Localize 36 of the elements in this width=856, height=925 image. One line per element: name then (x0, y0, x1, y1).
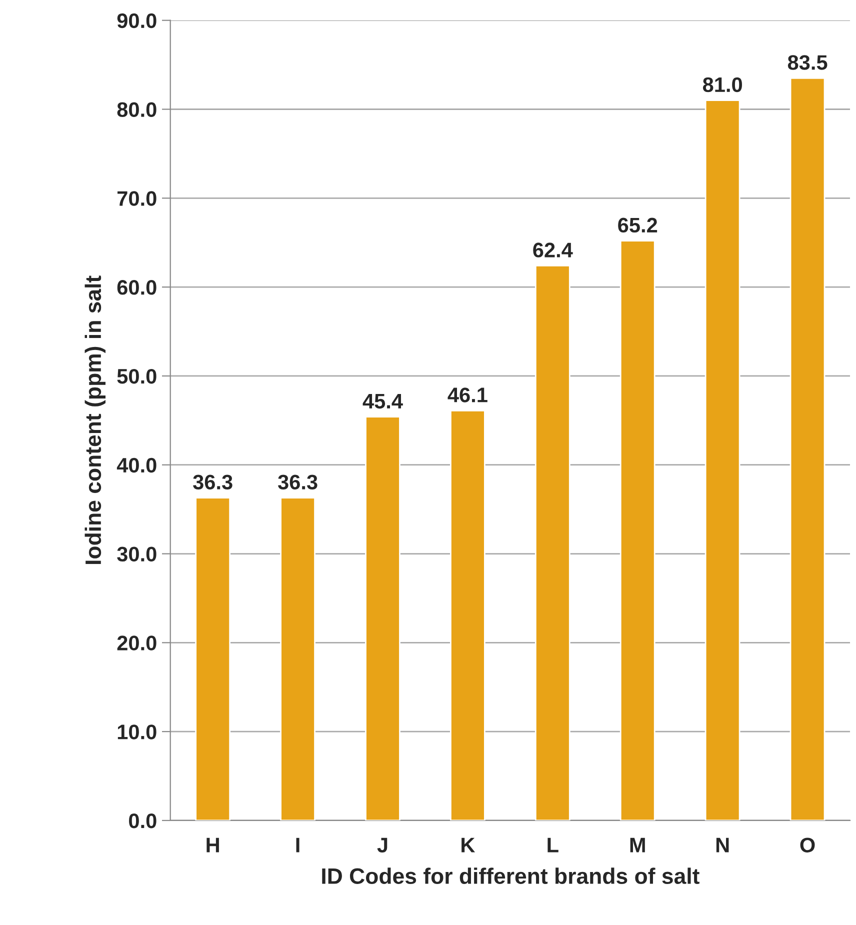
y-tick-label: 60.0 (117, 280, 156, 295)
data-label: 81.0 (702, 77, 742, 92)
x-tick-label: N (716, 838, 729, 852)
x-axis-title: ID Codes for different brands of salt (322, 868, 700, 884)
x-tick-label: H (206, 838, 219, 852)
bar (450, 410, 486, 820)
data-label: 65.2 (618, 218, 658, 233)
bar (280, 497, 316, 820)
bar (620, 240, 656, 820)
x-tick-label: I (296, 838, 300, 852)
y-tick-label: 20.0 (117, 636, 156, 650)
bar (534, 265, 570, 820)
data-label: 83.5 (788, 55, 828, 70)
y-tick-label: 70.0 (118, 191, 156, 206)
bar (195, 497, 231, 820)
x-tick-label: M (630, 838, 645, 852)
y-tick-label: 40.0 (116, 458, 156, 473)
data-label: 45.4 (362, 394, 403, 409)
bar (704, 100, 740, 820)
y-axis-title: Iodine content (ppm) in salt (84, 276, 106, 564)
x-tick-label: L (548, 838, 558, 852)
x-tick-label: O (800, 838, 815, 852)
data-label: 36.3 (278, 474, 318, 490)
bar (790, 77, 826, 820)
y-tick-label: 50.0 (117, 368, 156, 384)
bar (365, 416, 400, 820)
x-tick-label: K (462, 838, 476, 852)
y-tick-label: 90.0 (117, 13, 156, 28)
y-tick-label: 30.0 (117, 546, 156, 562)
data-label: 62.4 (533, 242, 573, 258)
x-tick-label: J (377, 838, 388, 852)
data-label: 46.1 (448, 388, 488, 402)
data-label: 36.3 (193, 474, 232, 490)
y-tick-label: 0.0 (129, 813, 156, 828)
y-tick-label: 80.0 (117, 102, 156, 118)
y-tick-label: 10.0 (118, 724, 156, 740)
